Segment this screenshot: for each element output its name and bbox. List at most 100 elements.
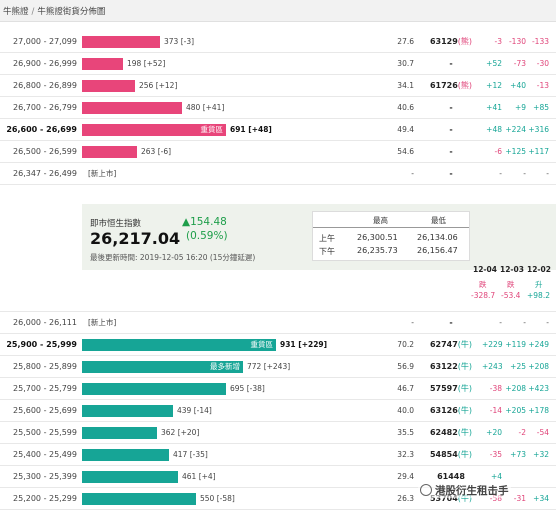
index-cell[interactable]: - bbox=[420, 97, 482, 119]
index-title: 即市恒生指數 bbox=[90, 219, 142, 229]
new-listing-label: [新上市] bbox=[88, 169, 117, 178]
index-code: 63126 bbox=[429, 406, 458, 415]
percent-value: 26.3 bbox=[397, 494, 414, 503]
index-cell[interactable]: 62482(牛) bbox=[420, 422, 482, 444]
change-day-3: -13 bbox=[536, 81, 549, 90]
low-header: 最低 bbox=[431, 216, 446, 225]
price-range: 25,500 - 25,599 bbox=[13, 428, 77, 437]
change-day-2: +224 bbox=[505, 125, 526, 134]
index-cell[interactable]: 63129(熊) bbox=[420, 31, 482, 53]
percent-value: 49.4 bbox=[397, 125, 414, 134]
warrant-type-mark: (牛) bbox=[457, 362, 473, 371]
day-dir-3: 升 bbox=[535, 280, 543, 289]
warrant-type-mark: (牛) bbox=[457, 450, 473, 459]
change-day-3: - bbox=[546, 318, 549, 327]
change-day-2: +9 bbox=[514, 103, 526, 112]
quantity-bar[interactable] bbox=[82, 493, 196, 505]
price-range: 26,800 - 26,899 bbox=[13, 81, 77, 90]
index-cell[interactable]: 62747(牛) bbox=[420, 334, 482, 356]
breadcrumb: 牛熊證 / 牛熊證街貨分佈圖 bbox=[0, 0, 556, 22]
quantity-bar[interactable] bbox=[82, 427, 157, 439]
change-day-1: - bbox=[499, 169, 502, 178]
change-day-2: +73 bbox=[510, 450, 526, 459]
quantity-bar[interactable] bbox=[82, 405, 173, 417]
quantity-bar[interactable] bbox=[82, 102, 182, 114]
quantity-label: 417 [-35] bbox=[173, 450, 208, 459]
day-header-2: 12-03 bbox=[500, 265, 524, 274]
quantity-bar[interactable] bbox=[82, 449, 169, 461]
last-updated: 最後更新時間: 2019-12-05 16:20 (15分鐘延遲) bbox=[90, 253, 256, 262]
change-day-1: - bbox=[499, 318, 502, 327]
quantity-bar[interactable]: 重貨區 bbox=[82, 124, 226, 136]
index-cell[interactable]: - bbox=[420, 163, 482, 185]
price-range: 25,700 - 25,799 bbox=[13, 384, 77, 393]
index-cell[interactable]: - bbox=[420, 53, 482, 75]
change-day-3: +423 bbox=[528, 384, 549, 393]
change-day-3: -30 bbox=[536, 59, 549, 68]
am-low: 26,134.06 bbox=[417, 233, 458, 242]
quantity-bar[interactable] bbox=[82, 383, 226, 395]
index-cell[interactable]: 54854(牛) bbox=[420, 444, 482, 466]
price-range: 25,600 - 25,699 bbox=[13, 406, 77, 415]
warrant-type-mark: (牛) bbox=[457, 340, 473, 349]
change-day-2: +119 bbox=[505, 340, 526, 349]
index-cell[interactable]: - bbox=[420, 141, 482, 163]
index-cell[interactable]: 53704(牛) bbox=[420, 488, 482, 510]
index-cell[interactable]: 57597(牛) bbox=[420, 378, 482, 400]
wechat-icon bbox=[420, 484, 432, 496]
quantity-bar[interactable] bbox=[82, 80, 135, 92]
index-cell[interactable]: 61448 bbox=[420, 466, 482, 488]
bar-track: 重貨區 691 [+48] bbox=[82, 124, 392, 136]
index-code: 62747 bbox=[429, 340, 458, 349]
index-cell[interactable]: 61726(熊) bbox=[420, 75, 482, 97]
day-header-1: 12-04 bbox=[473, 265, 497, 274]
day-dir-2: 跌 bbox=[507, 280, 515, 289]
index-cell[interactable]: - bbox=[420, 312, 482, 334]
index-code: - bbox=[449, 103, 453, 112]
distribution-row: 25,900 - 25,999 重貨區 931 [+229] 70.2 62747(牛)… bbox=[0, 334, 556, 356]
index-cell[interactable]: 63122(牛) bbox=[420, 356, 482, 378]
change-day-3: -133 bbox=[531, 37, 549, 46]
distribution-row: 25,700 - 25,799 695 [-38] 46.7 57597(牛) -38 +… bbox=[0, 378, 556, 400]
bar-tag: 重貨區 bbox=[200, 125, 224, 134]
am-high: 26,300.51 bbox=[357, 233, 398, 242]
price-range: 26,700 - 26,799 bbox=[13, 103, 77, 112]
bar-tag: 重貨區 bbox=[250, 340, 274, 349]
index-code: 63129 bbox=[429, 37, 458, 46]
quantity-label: 931 [+229] bbox=[280, 340, 328, 349]
index-code: - bbox=[449, 125, 453, 134]
bar-track: 461 [+4] bbox=[82, 471, 392, 483]
quantity-bar[interactable] bbox=[82, 471, 178, 483]
bar-tag: 最多新增 bbox=[210, 362, 240, 371]
index-cell[interactable]: 63126(牛) bbox=[420, 400, 482, 422]
quantity-bar[interactable] bbox=[82, 58, 123, 70]
quantity-bar[interactable]: 重貨區 bbox=[82, 339, 276, 351]
index-value: 26,217.04 bbox=[90, 229, 181, 248]
quantity-bar[interactable] bbox=[82, 36, 160, 48]
distribution-row: 26,500 - 26,599 263 [-6] 54.6 - -6 +125 +117 bbox=[0, 141, 556, 163]
index-cell[interactable]: - bbox=[420, 119, 482, 141]
day-dir-1: 跌 bbox=[479, 280, 487, 289]
quantity-bar[interactable]: 最多新增 bbox=[82, 361, 243, 373]
quantity-bar[interactable] bbox=[82, 146, 137, 158]
warrant-type-mark: (牛) bbox=[457, 494, 473, 503]
quantity-label: 461 [+4] bbox=[182, 472, 216, 481]
change-day-3: +178 bbox=[528, 406, 549, 415]
change-day-3: +85 bbox=[533, 103, 549, 112]
percent-value: 35.5 bbox=[397, 428, 414, 437]
watermark: 港股衍生租击手 bbox=[418, 483, 511, 498]
price-range: 26,000 - 26,111 bbox=[13, 318, 77, 327]
price-range: 26,900 - 26,999 bbox=[13, 59, 77, 68]
change-day-1: -3 bbox=[494, 37, 502, 46]
index-code: 54854 bbox=[429, 450, 458, 459]
index-change-pct: (0.59%) bbox=[186, 230, 228, 242]
percent-value: - bbox=[411, 169, 414, 178]
quantity-label: 362 [+20] bbox=[161, 428, 200, 437]
warrant-type-mark: (牛) bbox=[457, 384, 473, 393]
index-code: 53704 bbox=[429, 494, 458, 503]
index-code: 62482 bbox=[429, 428, 458, 437]
breadcrumb-root-link[interactable]: 牛熊證 bbox=[3, 7, 29, 17]
quantity-label: 373 [-3] bbox=[164, 37, 195, 46]
change-day-1: +12 bbox=[486, 81, 502, 90]
day-val-3: +98.2 bbox=[527, 291, 550, 300]
